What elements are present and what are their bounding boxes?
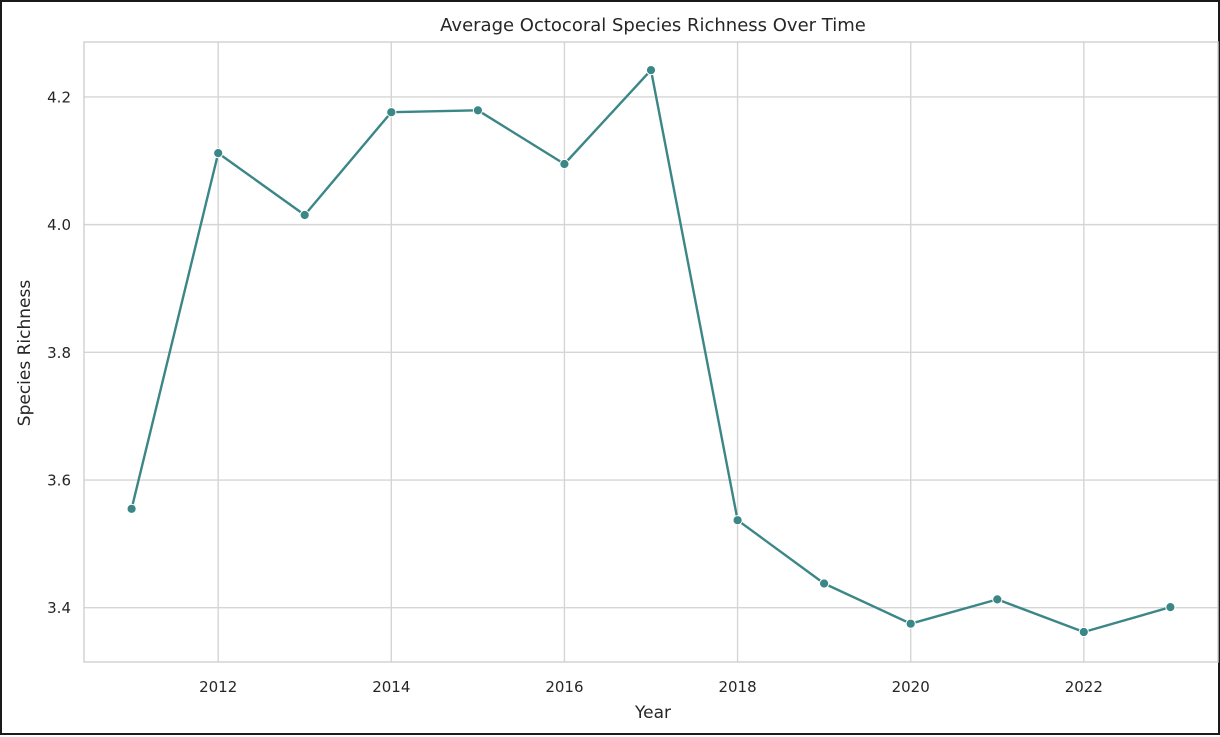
y-tick-label: 4.0 bbox=[47, 216, 71, 234]
data-point-2011 bbox=[126, 503, 137, 514]
data-point-2021 bbox=[992, 594, 1003, 605]
x-tick-label: 2018 bbox=[718, 678, 756, 696]
grid-lines bbox=[84, 42, 1218, 662]
data-point-2015 bbox=[472, 105, 483, 116]
data-point-2016 bbox=[559, 158, 570, 170]
series-layer bbox=[126, 65, 1176, 638]
y-tick-label: 3.4 bbox=[47, 599, 71, 617]
plot-area-frame bbox=[83, 41, 1219, 663]
y-axis-title: Species Richness bbox=[15, 280, 35, 427]
data-point-2019 bbox=[819, 578, 830, 589]
y-tick-label: 4.2 bbox=[47, 88, 71, 106]
data-point-2012 bbox=[213, 148, 224, 159]
x-tick-label: 2020 bbox=[892, 678, 930, 696]
tick-labels: 2012 2014 2016 2018 2020 2022 3.4 3.6 3.8 4.0 4.2 bbox=[47, 88, 1103, 696]
series-line bbox=[130, 68, 1172, 634]
data-point-2014 bbox=[386, 107, 397, 118]
x-tick-label: 2012 bbox=[199, 678, 237, 696]
data-point-2013 bbox=[299, 209, 310, 221]
x-tick-label: 2022 bbox=[1065, 678, 1103, 696]
x-axis-title: Year bbox=[634, 703, 671, 723]
y-tick-label: 3.8 bbox=[47, 344, 71, 362]
y-tick-label: 3.6 bbox=[47, 472, 71, 490]
data-point-2022 bbox=[1078, 626, 1089, 638]
data-point-2020 bbox=[905, 618, 916, 629]
x-tick-label: 2014 bbox=[372, 678, 410, 696]
x-tick-label: 2016 bbox=[545, 678, 583, 696]
data-point-2023 bbox=[1165, 602, 1176, 613]
chart-title: Average Octocoral Species Richness Over … bbox=[440, 15, 866, 36]
data-point-2018 bbox=[732, 515, 743, 526]
data-point-2017 bbox=[645, 65, 657, 76]
